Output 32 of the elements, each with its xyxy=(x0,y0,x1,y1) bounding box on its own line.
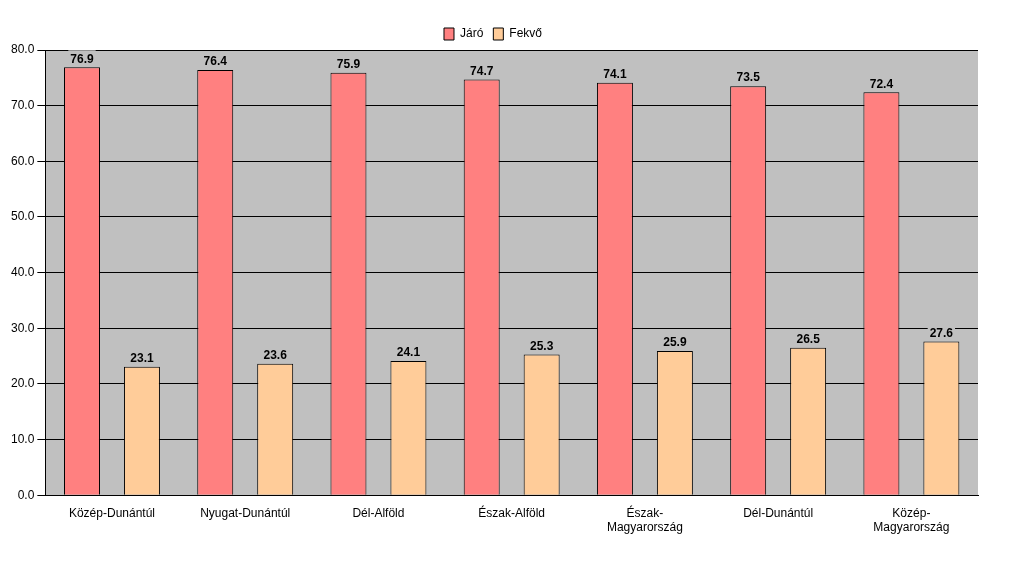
data-label: 76.9 xyxy=(70,51,94,66)
data-label: 26.5 xyxy=(796,332,821,347)
data-label: 75.9 xyxy=(336,57,361,72)
data-label: 24.1 xyxy=(396,345,421,360)
data-label: 74.1 xyxy=(603,67,627,82)
x-tick-label: Dél-Dunántúl xyxy=(743,505,814,520)
y-tick-label: 80.0 xyxy=(11,42,35,57)
data-label: 23.1 xyxy=(130,350,154,365)
y-tick-label: 40.0 xyxy=(11,264,35,279)
data-label: 25.9 xyxy=(663,335,687,350)
y-tick-label: 10.0 xyxy=(11,431,35,446)
data-label: 73.5 xyxy=(736,70,761,85)
x-tick-label: Nyugat-Dunántúl xyxy=(200,505,291,520)
data-label: 23.6 xyxy=(263,348,288,363)
x-tick-label: Dél-Alföld xyxy=(352,505,405,520)
y-tick-label: 70.0 xyxy=(11,97,35,112)
data-label: 74.7 xyxy=(470,63,494,78)
legend-label: Járó xyxy=(459,26,484,41)
data-label: 25.3 xyxy=(529,338,554,353)
data-label: 72.4 xyxy=(869,76,894,91)
x-tick-label: Közép-Dunántúl xyxy=(68,505,155,520)
y-tick-label: 20.0 xyxy=(11,376,35,391)
legend-label: Fekvő xyxy=(509,26,543,41)
x-tick-label: Észak-Magyarország xyxy=(606,504,683,535)
data-label: 76.4 xyxy=(203,54,228,69)
y-tick-label: 60.0 xyxy=(11,153,35,168)
x-tick-label: Észak-Alföld xyxy=(478,504,546,520)
x-tick-label: Közép-Magyarország xyxy=(873,505,950,535)
y-tick-label: 50.0 xyxy=(11,209,35,224)
data-label: 27.6 xyxy=(929,325,954,340)
y-tick-label: 0.0 xyxy=(17,487,35,502)
y-tick-label: 30.0 xyxy=(11,320,35,335)
